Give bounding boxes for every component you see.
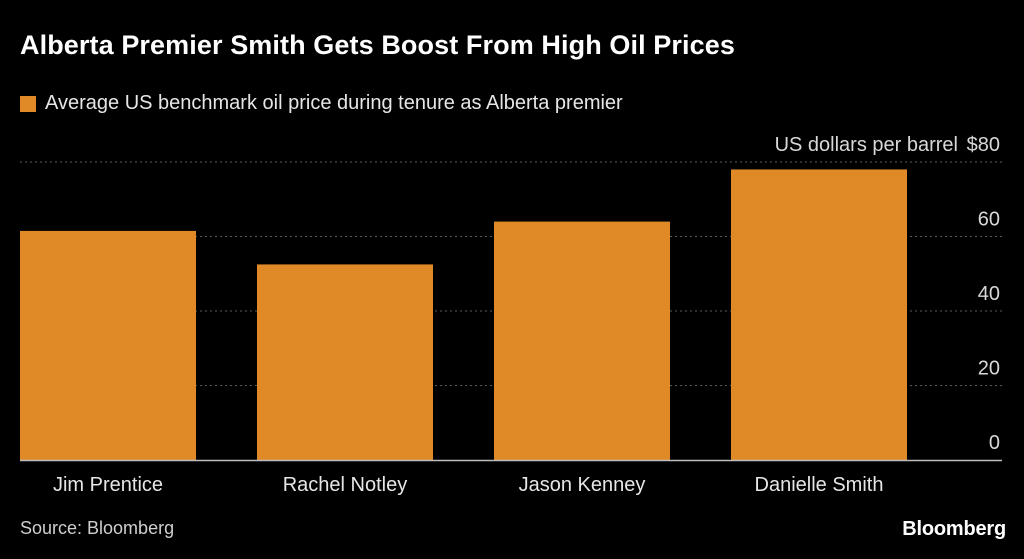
x-axis-categories: Jim Prentice Rachel Notley Jason Kenney Dan…: [53, 474, 883, 496]
source-note: Source: Bloomberg: [20, 518, 175, 538]
legend-swatch: [20, 96, 36, 112]
bar-rachel-notley: [257, 264, 433, 460]
y-axis-unit-label: US dollars per barrel: [775, 134, 958, 156]
legend-label: Average US benchmark oil price during te…: [45, 92, 623, 114]
y-tick-label: 0: [989, 432, 1000, 454]
bar-jason-kenney: [494, 221, 670, 460]
chart-title: Alberta Premier Smith Gets Boost From Hi…: [20, 30, 735, 60]
category-label: Jason Kenney: [519, 474, 646, 496]
y-axis-ticks: 0 20 40 60 $80 US dollars per barrel: [775, 134, 1000, 454]
bar-jim-prentice: [20, 230, 196, 460]
category-label: Danielle Smith: [755, 474, 884, 496]
bars: [20, 169, 907, 460]
legend: Average US benchmark oil price during te…: [20, 92, 623, 115]
y-tick-label: $80: [967, 134, 1000, 156]
category-label: Jim Prentice: [53, 474, 163, 496]
category-label: Rachel Notley: [283, 474, 408, 496]
bloomberg-logo: Bloomberg: [902, 518, 1006, 540]
bar-danielle-smith: [731, 169, 907, 460]
y-tick-label: 20: [978, 358, 1000, 380]
y-tick-label: 40: [978, 283, 1000, 305]
y-tick-label: 60: [978, 209, 1000, 231]
